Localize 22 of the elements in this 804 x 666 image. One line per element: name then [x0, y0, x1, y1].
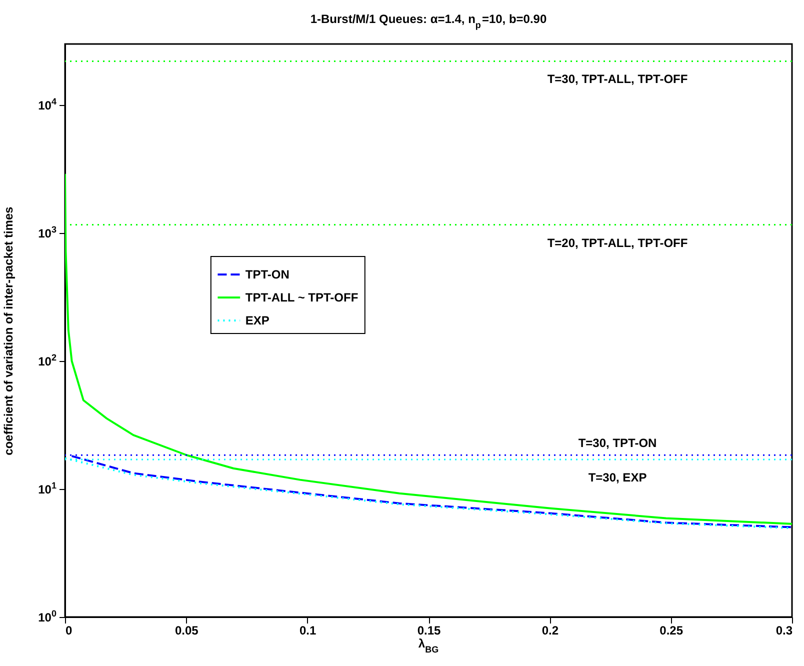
annotation: T=30, TPT-ALL, TPT-OFF	[547, 72, 688, 86]
legend-label: TPT-ON	[245, 268, 290, 282]
y-axis-title: coefficient of variation of inter-packet times	[2, 206, 16, 456]
legend-label: TPT-ALL ~ TPT-OFF	[245, 290, 358, 305]
annotation: T=20, TPT-ALL, TPT-OFF	[547, 236, 688, 250]
y-tick-label: 10$^{0}$	[38, 608, 56, 624]
x-axis-title: λ$_{BG}$	[418, 636, 439, 654]
x-tick-label: 0.05	[174, 624, 199, 638]
y-tick-label: 10$^{3}$	[38, 224, 56, 241]
legend-label: EXP	[245, 314, 270, 328]
x-tick-label: 0.3	[776, 624, 793, 638]
x-tick-label: 0.25	[660, 624, 684, 638]
annotation: T=30, EXP	[588, 470, 647, 485]
x-tick-label: 0.2	[542, 624, 559, 638]
x-tick-label: 0	[66, 624, 72, 638]
x-tick-label: 0.15	[417, 624, 441, 638]
y-tick-label: 10$^{2}$	[38, 352, 56, 369]
x-tick-label: 0.1	[299, 624, 316, 638]
y-tick-label: 10$^{1}$	[38, 480, 56, 497]
annotation: T=30, TPT-ON	[578, 436, 657, 450]
y-tick-label: 10$^{4}$	[38, 96, 56, 113]
chart-title: 1-Burst/M/1 Queues: α=1.4, n$_{p}$=10, b=0.90	[310, 12, 547, 30]
